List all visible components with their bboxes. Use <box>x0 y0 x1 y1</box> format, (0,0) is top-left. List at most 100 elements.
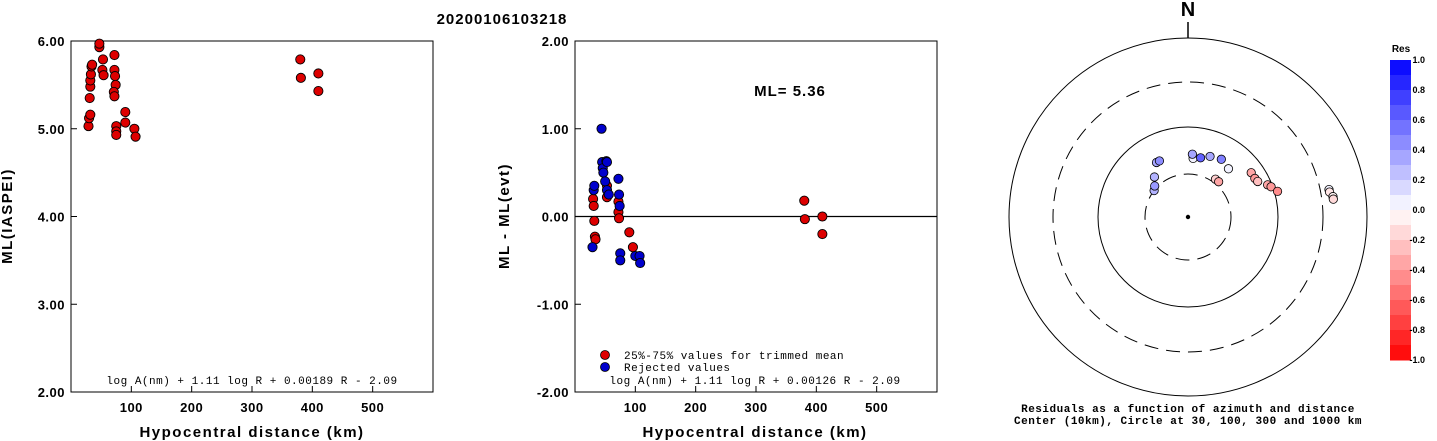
colorbar-cell <box>1390 330 1411 346</box>
magnitude-point <box>130 131 141 142</box>
magnitude-point <box>109 91 120 102</box>
colorbar-cell <box>1390 120 1411 136</box>
residual-point <box>1216 154 1226 164</box>
magnitude-point <box>94 38 105 49</box>
colorbar-cell <box>1390 75 1411 91</box>
rejected-point <box>596 123 607 134</box>
colorbar-cell <box>1390 345 1411 361</box>
colorbar-cell <box>1390 210 1411 226</box>
colorbar-cell <box>1390 105 1411 121</box>
rejected-point <box>614 200 625 212</box>
colorbar-cell <box>1390 195 1411 211</box>
residual-point <box>1149 172 1160 182</box>
y-tick-label: -2.00 <box>537 385 569 400</box>
magnitude-axes: 100 200 300 400 500 2.00 3.00 4.00 5.00 6.00 <box>38 34 384 415</box>
colorbar-cell <box>1390 240 1411 256</box>
x-tick-label: 200 <box>180 400 203 415</box>
magnitude-point <box>98 70 109 81</box>
x-tick-label: 300 <box>240 400 263 415</box>
trimmed-point <box>799 195 810 206</box>
rejected-point <box>635 257 646 269</box>
y-tick-label: 6.00 <box>38 34 65 49</box>
trimmed-point <box>817 228 828 240</box>
rejected-point <box>587 242 598 253</box>
trimmed-point <box>817 211 828 222</box>
magnitude-point <box>85 109 96 120</box>
residual-point <box>1266 182 1276 192</box>
rejected-point <box>603 189 614 200</box>
colorbar-cell <box>1390 165 1411 181</box>
y-tick-label: 2.00 <box>542 34 569 49</box>
north-label: N <box>1181 0 1195 21</box>
x-tick-label: 400 <box>301 400 324 415</box>
legend-label-trimmed: 25%-75% values for trimmed mean <box>624 351 844 363</box>
legend-marker-rejected <box>600 362 610 372</box>
rejected-point <box>589 180 600 191</box>
magnitude-y-axis-label: ML(IASPEI) <box>0 168 16 264</box>
colorbar-tick-label: -0.2 <box>1409 235 1425 245</box>
colorbar-tick-label: -1.0 <box>1409 355 1425 365</box>
figure-title: 20200106103218 <box>437 11 568 28</box>
magnitude-point <box>120 107 131 118</box>
magnitude-plot-frame <box>70 40 434 393</box>
residual-point <box>1187 149 1197 159</box>
colorbar-tick-label: -0.6 <box>1409 295 1425 305</box>
ml-annotation: ML= 5.36 <box>754 83 826 100</box>
magnitude-point <box>120 117 131 128</box>
magnitude-point <box>313 85 324 97</box>
magnitude-point <box>97 54 109 65</box>
magnitude-point <box>295 54 306 65</box>
residual-point <box>1223 164 1234 174</box>
ring-30km <box>1144 173 1232 261</box>
residual-point <box>1214 177 1224 187</box>
legend-marker-trimmed <box>600 350 610 360</box>
x-tick-label: 300 <box>744 400 767 415</box>
caption-line-2: Center (10km), Circle at 30, 100, 300 an… <box>1014 416 1362 428</box>
colorbar-tick-label: -0.4 <box>1409 265 1425 275</box>
colorbar-cell <box>1390 315 1411 331</box>
azimuth-panel: N Residuals as a function of azimuth and… <box>1008 0 1368 428</box>
x-tick-label: 200 <box>684 400 707 415</box>
colorbar-cell <box>1390 90 1411 106</box>
colorbar-tick-label: 0.6 <box>1412 115 1425 125</box>
colorbar-cell <box>1390 255 1411 271</box>
residual-point <box>1195 153 1206 163</box>
y-tick-label: -1.00 <box>537 297 569 312</box>
y-tick-label: 0.00 <box>542 210 569 225</box>
magnitude-x-axis-label: Hypocentral distance (km) <box>139 424 364 441</box>
colorbar-tick-label: 0.0 <box>1412 205 1425 215</box>
rejected-point <box>600 176 611 187</box>
caption-line-1: Residuals as a function of azimuth and d… <box>1021 404 1355 416</box>
magnitude-points <box>83 38 324 142</box>
azimuth-points <box>1149 149 1338 204</box>
residual-axes: 100 200 300 400 500 -2.00 -1.00 0.00 1.00 2.00 <box>537 34 888 415</box>
x-tick-label: 100 <box>120 400 143 415</box>
rejected-point <box>615 255 626 266</box>
rejected-point <box>601 157 613 168</box>
colorbar-tick-label: 1.0 <box>1412 55 1425 65</box>
rejected-point <box>613 173 624 184</box>
residual-formula: log A(nm) + 1.11 log R + 0.00126 R - 2.0… <box>609 376 900 388</box>
colorbar-tick-label: -0.8 <box>1409 325 1425 335</box>
residual-point <box>1253 176 1263 187</box>
magnitude-point <box>111 129 122 140</box>
colorbar-title: Res <box>1392 44 1411 55</box>
residual-point <box>1272 186 1283 196</box>
x-tick-label: 400 <box>805 400 828 415</box>
magnitude-point <box>84 92 95 104</box>
y-tick-label: 2.00 <box>38 385 65 400</box>
ring-100km <box>1097 126 1279 308</box>
y-tick-label: 5.00 <box>38 122 65 137</box>
residual-y-axis-label: ML - ML(evt) <box>496 163 513 269</box>
rejected-point <box>613 189 625 200</box>
ring-1000km <box>1008 37 1368 397</box>
trimmed-point <box>589 215 600 226</box>
magnitude-point <box>109 49 120 61</box>
colorbar-tick-label: 0.8 <box>1412 85 1425 95</box>
trimmed-point <box>799 214 810 225</box>
legend: 25%-75% values for trimmed mean Rejected… <box>600 350 844 375</box>
colorbar-cell <box>1390 150 1411 166</box>
colorbar: Res 1.0 0.8 0.6 0.4 0.2 0.0 -0.2 -0.4 -0.6 -0.8 -1… <box>1390 44 1425 365</box>
trimmed-point <box>588 200 599 212</box>
